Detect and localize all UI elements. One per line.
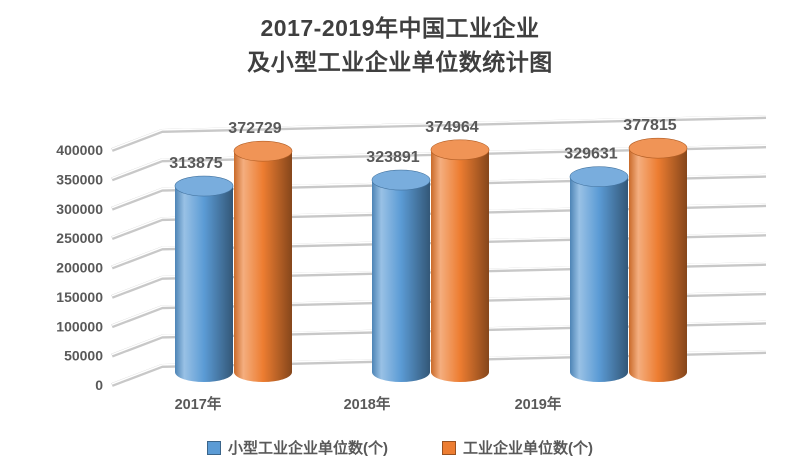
chart-legend: 小型工业企业单位数(个) 工业企业单位数(个) bbox=[0, 437, 800, 458]
cylinder-body bbox=[234, 151, 292, 372]
gridline bbox=[111, 350, 767, 387]
y-axis-tick-label: 300000 bbox=[56, 201, 103, 217]
y-axis-tick-label: 400000 bbox=[56, 142, 103, 158]
y-axis-tick-label: 350000 bbox=[56, 171, 103, 187]
y-axis-tick-label: 250000 bbox=[56, 230, 103, 246]
legend-label-small-industrial: 小型工业企业单位数(个) bbox=[228, 440, 388, 457]
category-label: 2018年 bbox=[344, 395, 391, 413]
cylinder-top bbox=[569, 166, 629, 187]
cylinder-top bbox=[430, 139, 490, 161]
y-axis-tick-label: 100000 bbox=[56, 318, 103, 334]
cylinder-small-industrial-2017年: 313875 bbox=[169, 155, 234, 382]
gridline bbox=[111, 320, 767, 358]
gridline bbox=[111, 291, 767, 329]
cylinder-body bbox=[629, 148, 687, 372]
cylinder-industrial-2017年: 372729 bbox=[228, 120, 293, 382]
legend-label-industrial: 工业企业单位数(个) bbox=[463, 440, 593, 457]
legend-swatch-blue-icon bbox=[207, 440, 221, 455]
legend-item-industrial: 工业企业单位数(个) bbox=[442, 437, 593, 458]
gridline-highlight bbox=[111, 144, 767, 179]
cylinder-body bbox=[431, 149, 489, 372]
gridline-highlight bbox=[111, 262, 767, 297]
data-label: 323891 bbox=[366, 149, 419, 166]
chart-title: 2017-2019年中国工业企业 及小型工业企业单位数统计图 bbox=[0, 11, 800, 79]
gridline bbox=[111, 261, 767, 299]
gridline bbox=[111, 203, 767, 240]
cylinder-industrial-2019年: 377815 bbox=[623, 117, 688, 382]
gridline-highlight bbox=[111, 320, 767, 356]
data-label: 313875 bbox=[169, 155, 222, 172]
data-label: 374964 bbox=[425, 119, 478, 136]
category-label: 2019年 bbox=[515, 395, 562, 413]
gridline-highlight bbox=[111, 350, 767, 385]
gridline-highlight bbox=[111, 232, 767, 268]
cylinder-small-industrial-2019年: 329631 bbox=[564, 146, 629, 382]
data-label: 377815 bbox=[623, 117, 676, 134]
legend-item-small-industrial: 小型工业企业单位数(个) bbox=[207, 437, 388, 458]
y-axis-tick-label: 200000 bbox=[56, 260, 103, 276]
cylinder-top bbox=[233, 140, 293, 162]
cylinder-top bbox=[371, 169, 431, 191]
gridline-highlight bbox=[111, 115, 767, 150]
cylinder-small-industrial-2018年: 323891 bbox=[366, 149, 431, 382]
cylinder-body bbox=[570, 176, 628, 372]
gridline bbox=[111, 115, 767, 152]
cylinder-top bbox=[174, 175, 234, 197]
gridline-highlight bbox=[111, 203, 767, 238]
cylinder-body bbox=[175, 186, 233, 372]
cylinder-industrial-2018年: 374964 bbox=[425, 119, 490, 382]
cylinder-top bbox=[628, 137, 688, 159]
gridline bbox=[111, 173, 767, 211]
category-axis-labels: 2017年 2018年 2019年 bbox=[175, 395, 562, 413]
gridline bbox=[111, 144, 767, 182]
chart-title-line1: 2017-2019年中国工业企业 bbox=[260, 15, 540, 41]
data-label: 372729 bbox=[228, 120, 281, 137]
gridlines bbox=[111, 115, 767, 387]
legend-swatch-orange-icon bbox=[442, 440, 456, 455]
gridline-highlight bbox=[111, 291, 767, 326]
y-axis-labels: 0 50000 100000 150000 200000 250000 300000 3500… bbox=[56, 142, 103, 393]
chart-title-line2: 及小型工业企业单位数统计图 bbox=[247, 49, 553, 75]
y-axis-tick-label: 50000 bbox=[64, 348, 103, 364]
category-label: 2017年 bbox=[175, 395, 222, 413]
cylinder-body bbox=[372, 180, 430, 372]
data-label: 329631 bbox=[564, 146, 617, 163]
y-axis-tick-label: 0 bbox=[95, 377, 103, 393]
gridline bbox=[111, 232, 767, 270]
y-axis-tick-label: 150000 bbox=[56, 289, 103, 305]
gridline-highlight bbox=[111, 173, 767, 209]
